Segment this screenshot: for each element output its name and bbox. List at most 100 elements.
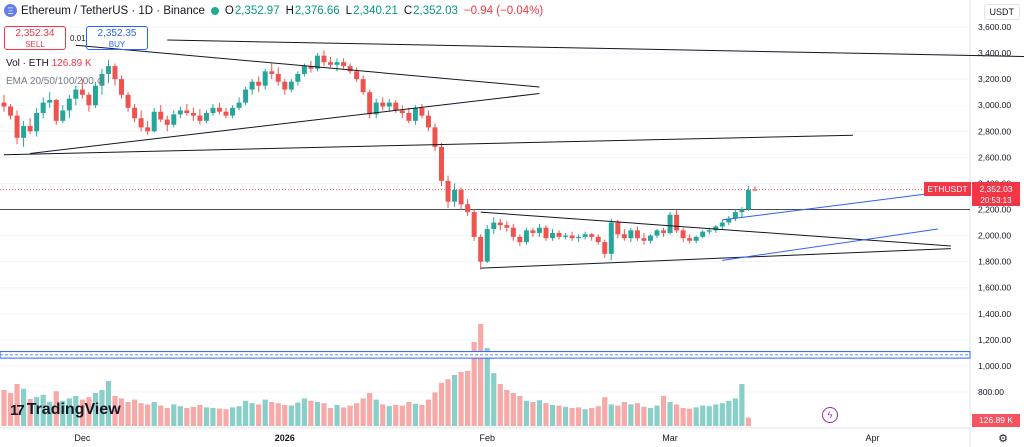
- trend-line: [480, 248, 951, 269]
- y-tick-label: 3,000.00: [978, 100, 1011, 110]
- flash-icon[interactable]: ϟ: [822, 407, 838, 423]
- candle-body: [14, 115, 20, 138]
- ema-indicator-legend[interactable]: EMA 20/50/100/200 ⊘: [6, 76, 105, 87]
- candle-body: [393, 102, 399, 111]
- volume-indicator-legend[interactable]: Vol · ETH 126.89 K: [6, 58, 92, 69]
- x-tick-label: Dec: [74, 433, 91, 443]
- candle-body: [145, 127, 151, 132]
- volume-bar: [615, 405, 621, 426]
- volume-bar: [536, 400, 543, 426]
- volume-bar: [491, 373, 497, 426]
- candle-body: [615, 222, 621, 235]
- candle-body: [687, 238, 693, 241]
- settings-gear-icon[interactable]: ⚙: [998, 433, 1008, 445]
- y-tick-label: 1,000.00: [978, 361, 1011, 371]
- candle-body: [40, 102, 46, 114]
- volume-bar: [360, 398, 366, 426]
- currency-button[interactable]: USDT: [983, 4, 1020, 20]
- candle-body: [745, 189, 751, 210]
- volume-bar: [621, 402, 627, 426]
- tradingview-logo[interactable]: 17 TradingView: [10, 401, 121, 419]
- volume-bar: [687, 408, 693, 426]
- y-tick-label: 3,600.00: [978, 22, 1011, 32]
- candle-body: [60, 110, 66, 121]
- candle-body: [53, 100, 59, 121]
- buy-button[interactable]: 2,352.35 BUY: [86, 26, 148, 50]
- candle-body: [458, 189, 464, 205]
- symbol-title[interactable]: Ethereum / TetherUS · 1D · Binance: [21, 4, 205, 17]
- volume-bar: [739, 384, 745, 426]
- candle-body: [47, 100, 53, 103]
- candle-body: [465, 204, 471, 213]
- volume-bar: [20, 388, 27, 426]
- volume-bar: [340, 407, 347, 426]
- volume-badge: 126.89 K: [972, 414, 1020, 427]
- volume-bar: [543, 403, 549, 426]
- sell-label: SELL: [25, 40, 45, 49]
- volume-bar: [732, 398, 738, 426]
- candle-body: [569, 235, 575, 239]
- candle-body: [262, 71, 268, 86]
- candle-body: [236, 102, 242, 108]
- y-tick-label: 1,400.00: [978, 309, 1011, 319]
- candle-body: [132, 107, 138, 119]
- candle-body: [354, 71, 360, 80]
- ethereum-icon: Ξ: [4, 4, 17, 17]
- volume-bar: [288, 405, 294, 426]
- volume-bar: [138, 403, 144, 426]
- volume-bar: [569, 408, 575, 426]
- volume-bar: [321, 403, 327, 426]
- candle-body: [66, 98, 72, 111]
- candle-body: [576, 236, 582, 239]
- countdown-badge: 20:53:13: [972, 195, 1020, 206]
- high-value: 2,376.66: [294, 4, 340, 17]
- volume-bar: [471, 342, 477, 426]
- candle-body: [373, 102, 379, 115]
- candle-body: [641, 238, 647, 241]
- volume-bar: [354, 403, 360, 426]
- last-price-badge: 2,352.03: [972, 182, 1020, 196]
- trend-line: [167, 39, 1024, 58]
- candle-body: [608, 222, 614, 254]
- volume-bar: [589, 408, 595, 426]
- x-tick-label: Mar: [662, 433, 678, 443]
- eye-hidden-icon[interactable]: ⊘: [96, 76, 106, 87]
- volume-bar: [432, 392, 438, 426]
- volume-bar: [595, 406, 601, 426]
- close-label: C: [403, 4, 413, 17]
- candle-body: [328, 62, 333, 65]
- volume-bar: [171, 404, 177, 426]
- volume-bar: [145, 404, 151, 426]
- candle-body: [256, 81, 262, 86]
- volume-bar: [197, 405, 203, 426]
- candle-body: [504, 225, 510, 228]
- candle-body: [550, 232, 556, 239]
- y-tick-label: 800.00: [978, 387, 1004, 397]
- volume-bar: [203, 407, 210, 426]
- candle-body: [321, 55, 327, 63]
- volume-indicator-label: Vol · ETH: [6, 58, 49, 69]
- y-tick-label: 3,400.00: [978, 48, 1011, 58]
- volume-bar: [465, 370, 471, 426]
- y-tick-label: 2,600.00: [978, 152, 1011, 162]
- sell-button[interactable]: 2,352.34 SELL: [4, 26, 66, 50]
- candle-body: [34, 113, 40, 132]
- volume-bar: [406, 402, 412, 426]
- low-label: L: [345, 4, 353, 17]
- volume-bar: [445, 379, 451, 426]
- candle-body: [491, 222, 497, 230]
- tradingview-brand: TradingView: [26, 401, 121, 418]
- volume-bar: [158, 405, 164, 426]
- y-tick-label: 2,200.00: [978, 205, 1011, 215]
- open-value: 2,352.97: [234, 4, 280, 17]
- candle-body: [367, 92, 373, 115]
- candle-body: [138, 118, 144, 128]
- candle-body: [334, 62, 340, 65]
- x-tick-label: Feb: [479, 433, 495, 443]
- volume-bar: [719, 403, 725, 426]
- volume-bar: [478, 324, 484, 426]
- candle-body: [1, 102, 7, 107]
- candle-body: [73, 89, 79, 99]
- volume-bar: [223, 409, 229, 426]
